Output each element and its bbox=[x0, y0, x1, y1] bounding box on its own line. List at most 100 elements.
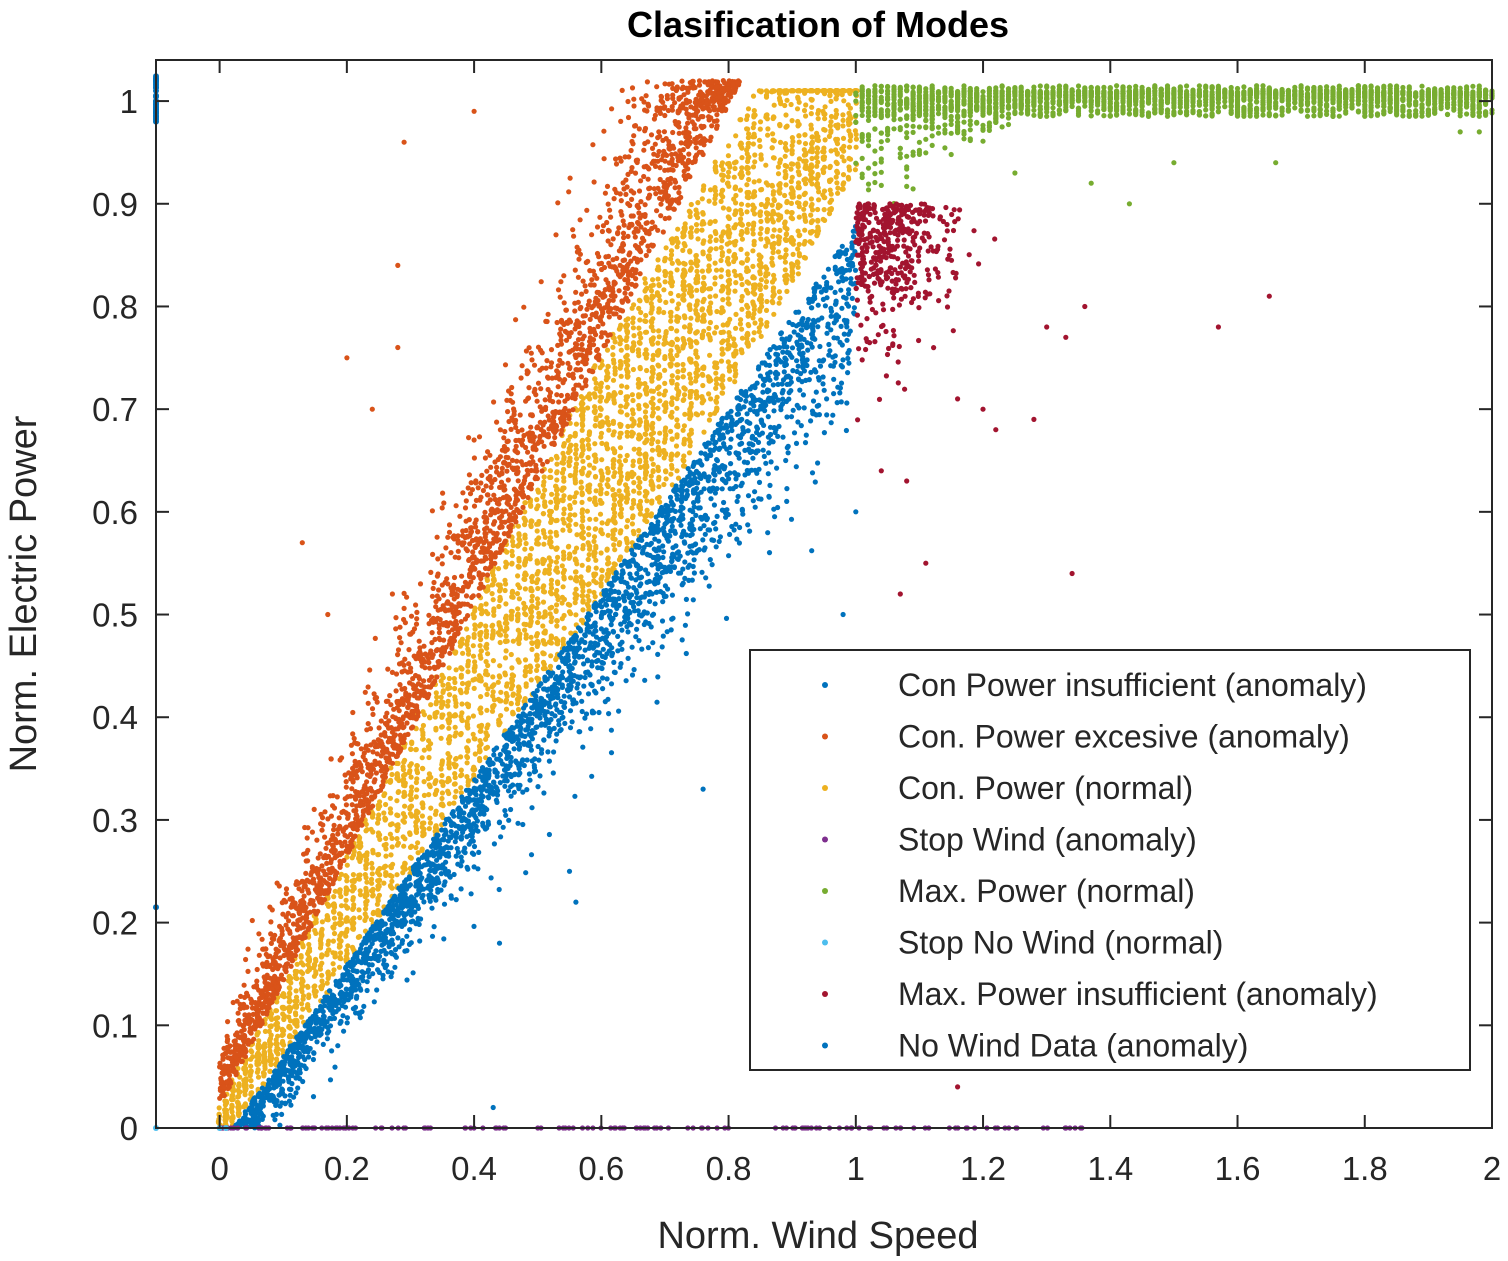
point-con-power-normal bbox=[745, 141, 751, 147]
point-con-power-normal bbox=[770, 155, 777, 161]
point-con-power-normal bbox=[828, 113, 835, 120]
point-con-power-normal bbox=[695, 200, 701, 206]
point-con-power-normal bbox=[707, 294, 713, 300]
point-con-power-normal bbox=[343, 897, 349, 903]
point-con-power-normal bbox=[368, 888, 375, 894]
point-con-power-normal bbox=[814, 150, 820, 156]
point-con-power-normal bbox=[739, 335, 746, 341]
point-con-power-normal bbox=[288, 980, 294, 986]
point-con-power-excessive bbox=[575, 274, 582, 280]
point-con-power-normal bbox=[796, 241, 802, 247]
point-con-power-normal bbox=[687, 371, 693, 377]
point-con-power-normal bbox=[663, 425, 669, 431]
point-con-power-normal bbox=[750, 337, 756, 343]
point-con-power-normal bbox=[542, 570, 548, 576]
point-con-power-normal bbox=[485, 722, 491, 728]
point-con-power-normal bbox=[534, 605, 540, 611]
point-con-power-normal bbox=[751, 242, 757, 248]
point-con-power-normal bbox=[547, 468, 554, 474]
point-con-power-normal bbox=[248, 1063, 254, 1069]
point-con-power-normal bbox=[756, 88, 763, 94]
point-con-power-normal bbox=[668, 290, 674, 296]
point-con-power-normal bbox=[546, 570, 552, 577]
point-con-power-excessive bbox=[508, 426, 514, 432]
point-con-power-normal bbox=[783, 247, 789, 253]
point-con-power-normal bbox=[535, 577, 541, 583]
point-con-power-normal bbox=[574, 532, 580, 538]
point-con-power-normal bbox=[420, 766, 426, 772]
point-con-power-normal bbox=[809, 155, 815, 162]
point-con-power-normal bbox=[451, 676, 457, 682]
point-con-power-normal bbox=[368, 917, 374, 923]
point-con-power-normal bbox=[744, 226, 750, 233]
point-con-power-normal bbox=[635, 381, 641, 387]
point-con-power-normal bbox=[605, 384, 611, 390]
point-con-power-excessive bbox=[591, 179, 597, 185]
point-con-power-normal bbox=[409, 739, 415, 745]
point-con-power-normal bbox=[541, 474, 547, 480]
point-con-power-normal bbox=[605, 477, 611, 483]
point-con-power-normal bbox=[255, 1074, 262, 1080]
point-con-power-normal bbox=[503, 633, 509, 639]
point-con-power-normal bbox=[802, 132, 808, 138]
point-con-power-normal bbox=[293, 994, 300, 1000]
point-con-power-normal bbox=[681, 392, 688, 398]
point-con-power-normal bbox=[687, 249, 693, 255]
point-con-power-normal bbox=[775, 249, 782, 255]
point-con-power-excessive bbox=[531, 362, 538, 368]
point-con-power-normal bbox=[465, 738, 472, 744]
point-con-power-normal bbox=[688, 285, 694, 291]
point-con-power-normal bbox=[751, 114, 757, 120]
point-con-power-normal bbox=[509, 672, 515, 678]
point-con-power-normal bbox=[770, 262, 776, 268]
point-con-power-normal bbox=[611, 514, 617, 520]
point-con-power-normal bbox=[382, 791, 388, 797]
point-con-power-normal bbox=[655, 340, 661, 346]
point-con-power-normal bbox=[554, 503, 560, 509]
point-con-power-normal bbox=[419, 800, 425, 806]
point-con-power-normal bbox=[663, 468, 669, 474]
point-con-power-normal bbox=[668, 428, 674, 434]
point-con-power-normal bbox=[593, 386, 599, 392]
point-con-power-normal bbox=[370, 829, 376, 835]
point-con-power-normal bbox=[465, 663, 471, 669]
point-con-power-normal bbox=[784, 147, 790, 153]
point-con-power-excessive bbox=[463, 498, 469, 504]
point-con-power-normal bbox=[693, 253, 699, 259]
point-con-power-normal bbox=[523, 612, 529, 618]
point-con-power-normal bbox=[743, 287, 750, 293]
point-con-power-normal bbox=[592, 594, 598, 600]
point-con-power-normal bbox=[713, 324, 720, 330]
point-con-power-normal bbox=[649, 500, 655, 506]
point-con-power-normal bbox=[565, 523, 572, 529]
point-con-power-normal bbox=[612, 547, 618, 553]
point-con-power-normal bbox=[668, 325, 674, 331]
point-con-power-normal bbox=[483, 601, 489, 607]
point-con-power-normal bbox=[606, 391, 612, 398]
point-con-power-normal bbox=[489, 708, 496, 714]
point-con-power-normal bbox=[744, 268, 750, 274]
point-con-power-normal bbox=[782, 259, 789, 265]
point-con-power-normal bbox=[650, 420, 656, 426]
point-con-power-normal bbox=[368, 876, 375, 883]
point-con-power-normal bbox=[757, 143, 763, 150]
point-con-power-normal bbox=[650, 486, 656, 492]
point-con-power-normal bbox=[718, 198, 724, 204]
point-con-power-normal bbox=[674, 432, 680, 438]
point-con-power-normal bbox=[694, 340, 700, 346]
point-con-power-normal bbox=[745, 202, 751, 208]
point-con-power-normal bbox=[655, 467, 662, 474]
point-con-power-normal bbox=[236, 1081, 242, 1087]
point-con-power-normal bbox=[617, 530, 623, 536]
point-con-power-normal bbox=[465, 648, 472, 654]
point-con-power-normal bbox=[383, 841, 389, 848]
point-con-power-normal bbox=[758, 236, 764, 242]
point-con-power-normal bbox=[694, 263, 700, 269]
point-con-power-normal bbox=[789, 273, 795, 279]
point-con-power-excessive bbox=[241, 982, 247, 988]
point-con-power-normal bbox=[789, 174, 795, 180]
point-con-power-normal bbox=[235, 1094, 241, 1100]
point-con-power-normal bbox=[622, 457, 629, 464]
point-con-power-normal bbox=[560, 527, 566, 533]
point-con-power-normal bbox=[661, 287, 667, 293]
